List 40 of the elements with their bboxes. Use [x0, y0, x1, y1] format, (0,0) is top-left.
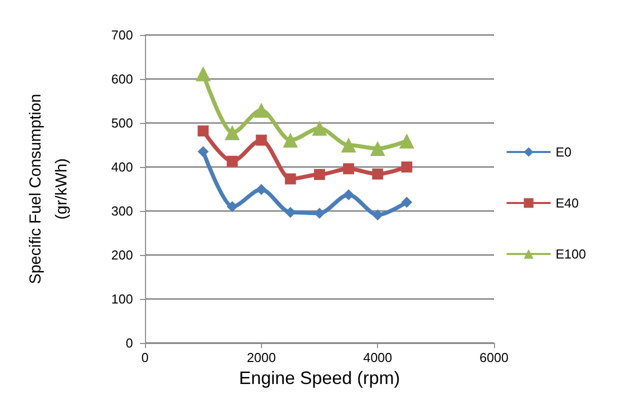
point [372, 209, 384, 220]
legend-label: E40 [556, 196, 579, 210]
y-tick-label: 200 [111, 248, 133, 262]
point [284, 173, 296, 184]
x-axis-title: Engine Speed (rpm) [238, 368, 400, 388]
y-tick-label: 600 [111, 72, 133, 86]
point [401, 162, 412, 172]
x-tick-label: 0 [141, 350, 149, 365]
y-tick-label: 300 [111, 204, 133, 218]
legend-label: E100 [556, 246, 586, 262]
point [226, 156, 238, 167]
point [256, 134, 267, 146]
point [314, 168, 325, 180]
x-tick-label: 4000 [363, 350, 392, 365]
point [370, 141, 386, 156]
point [343, 163, 354, 174]
point [198, 146, 209, 158]
point [256, 184, 267, 195]
point [226, 201, 238, 212]
y-tick-label: 0 [126, 336, 133, 350]
y-tick-label: 400 [111, 160, 133, 174]
point [401, 196, 412, 208]
x-tick-label: 6000 [480, 350, 508, 365]
point [372, 168, 384, 180]
point [254, 102, 269, 118]
point [341, 138, 356, 152]
point [196, 66, 211, 82]
y-tick-label: 100 [111, 292, 133, 306]
legend-label: E0 [556, 144, 572, 160]
point [399, 134, 414, 149]
point [343, 189, 354, 200]
y-axis-title: Specific Fuel Consumption (gr/kWh) [28, 94, 70, 284]
point [198, 125, 209, 136]
point [282, 132, 298, 148]
point [314, 208, 325, 219]
point [224, 125, 240, 140]
y-tick-label: 700 [111, 28, 133, 42]
x-tick-label: 2000 [246, 350, 276, 365]
point [312, 120, 327, 136]
y-tick-label: 500 [111, 116, 133, 130]
